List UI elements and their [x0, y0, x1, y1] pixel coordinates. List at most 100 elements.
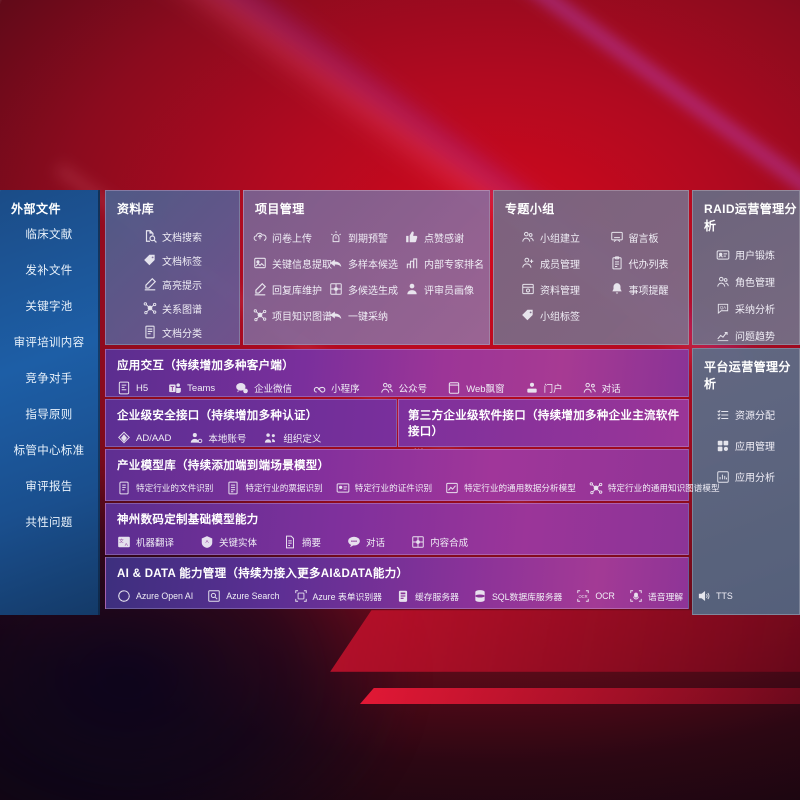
cache-server-icon	[396, 589, 410, 603]
sidebar-item-clinical-literature[interactable]: 临床文献	[25, 229, 73, 241]
item-multi-candidate-generate[interactable]: 多候选生成	[329, 276, 405, 302]
item-file-recognition[interactable]: 特定行业的文件识别	[117, 477, 213, 499]
sidebar-item-competitors[interactable]: 竞争对手	[25, 373, 73, 385]
item-role-management[interactable]: 角色管理	[702, 268, 791, 295]
item-dialog[interactable]: 对话	[583, 377, 621, 399]
item-message-board[interactable]: 留言板	[592, 224, 681, 250]
item-wechat-work[interactable]: 企业微信	[235, 377, 292, 399]
sql-database-icon	[473, 589, 487, 603]
item-h5[interactable]: H5	[117, 377, 148, 399]
item-miniprogram[interactable]: 小程序	[312, 377, 360, 399]
item-official-account[interactable]: 公众号	[380, 377, 428, 399]
item-resource-allocation[interactable]: 资源分配	[702, 399, 791, 430]
item-web-popup[interactable]: Web飘窗	[447, 377, 505, 399]
item-cache-server[interactable]: 缓存服务器	[396, 585, 459, 607]
item-label: 公众号	[398, 384, 428, 395]
item-label: 文档分类	[162, 328, 202, 340]
sidebar-item-keyword-pool[interactable]: 关键字池	[25, 301, 73, 313]
item-label: 特定行业的票据识别	[245, 483, 323, 493]
item-multi-sample-candidate[interactable]: 多样本候选	[329, 250, 405, 276]
item-member-management[interactable]: 成员管理	[503, 250, 592, 276]
item-label: 关系图谱	[162, 304, 202, 316]
item-label: 关键实体	[219, 538, 258, 549]
item-user-profile[interactable]: 用户锻炼	[702, 241, 791, 268]
dialog-people-icon	[583, 381, 597, 395]
item-app-management[interactable]: 应用管理	[702, 430, 791, 461]
item-relation-graph[interactable]: 关系图谱	[115, 296, 231, 320]
app-analysis-icon	[716, 470, 730, 484]
item-ocr[interactable]: OCR OCR	[576, 585, 615, 607]
item-ad-aad[interactable]: AD/AAD	[117, 427, 171, 449]
item-summary[interactable]: 摘要	[283, 531, 321, 553]
item-internal-expert-ranking[interactable]: 内部专家排名	[405, 250, 484, 276]
bell-icon	[610, 282, 624, 296]
svg-text:A: A	[125, 542, 129, 547]
item-tts[interactable]: TTS	[697, 585, 733, 607]
tag-icon	[521, 308, 535, 322]
item-label: 特定行业的文件识别	[136, 483, 214, 493]
sidebar-title: 外部文件	[11, 202, 62, 216]
item-highlight-hint[interactable]: 高亮提示	[115, 272, 231, 296]
item-event-reminder[interactable]: 事项提醒	[592, 276, 681, 302]
tts-icon	[697, 589, 711, 603]
item-adoption-analysis[interactable]: QA 采纳分析	[702, 295, 791, 322]
item-app-analysis[interactable]: 应用分析	[702, 461, 791, 492]
item-document-category[interactable]: 文档分类	[115, 320, 231, 344]
item-teams[interactable]: Teams	[168, 377, 215, 399]
sidebar-item-guidelines[interactable]: 指导原则	[25, 409, 73, 421]
item-label: 高亮提示	[162, 280, 202, 292]
item-portal[interactable]: 门户	[525, 377, 563, 399]
sidebar-item-review-report[interactable]: 审评报告	[25, 481, 73, 493]
item-invoice-recognition[interactable]: 特定行业的票据识别	[226, 477, 323, 499]
item-dialog[interactable]: 对话	[347, 531, 385, 553]
item-group-tag[interactable]: 小组标签	[503, 302, 592, 328]
panel-item-grid: 小组建立 留言板 成员管理 代办列表 资料管理 事项提醒	[494, 217, 688, 328]
knowledge-graph-icon	[143, 301, 157, 315]
item-label: 资料管理	[540, 285, 580, 297]
web-popup-icon	[447, 381, 461, 395]
item-speech-understanding[interactable]: 语音理解	[629, 585, 683, 607]
item-group-create[interactable]: 小组建立	[503, 224, 592, 250]
bar-title: 应用交互（持续增加多种客户端）	[117, 360, 294, 372]
item-azure-openai[interactable]: Azure Open AI	[117, 585, 193, 607]
item-local-account[interactable]: 本地账号	[189, 427, 246, 449]
item-label: OCR	[595, 591, 615, 601]
svg-text:A: A	[205, 539, 209, 544]
sidebar-item-review-training[interactable]: 审评培训内容	[13, 337, 85, 349]
item-todo-list[interactable]: 代办列表	[592, 250, 681, 276]
item-expiry-alert[interactable]: 到期预警	[329, 224, 405, 250]
item-questionnaire-upload[interactable]: 问卷上传	[253, 224, 329, 250]
item-material-management[interactable]: 资料管理	[503, 276, 592, 302]
sidebar-item-standards-center[interactable]: 标管中心标准	[13, 445, 85, 457]
item-org-define[interactable]: 组织定义	[264, 427, 321, 449]
html5-icon	[117, 381, 131, 395]
app-grid-icon	[716, 439, 730, 453]
item-id-recognition[interactable]: 特定行业的证件识别	[336, 477, 432, 499]
item-key-entity[interactable]: A 关键实体	[200, 531, 257, 553]
item-one-click-adopt[interactable]: 一键采纳	[329, 302, 405, 328]
item-project-knowledge-graph[interactable]: 项目知识图谱	[253, 302, 332, 328]
item-content-synthesis[interactable]: 内容合成	[411, 531, 468, 553]
item-reviewer-portrait[interactable]: 评审员画像	[405, 276, 481, 302]
sidebar-item-common-issues[interactable]: 共性问题	[25, 517, 73, 529]
item-issue-trend[interactable]: 问题趋势	[702, 322, 791, 349]
item-key-info-extract[interactable]: 关键信息提取	[253, 250, 332, 276]
sidebar-item-supplement-files[interactable]: 发补文件	[25, 265, 73, 277]
item-data-analysis-model[interactable]: 特定行业的通用数据分析模型	[445, 477, 576, 499]
task-list-icon	[716, 408, 730, 422]
form-recognizer-icon	[294, 589, 308, 603]
item-label: 机器翻译	[136, 538, 175, 549]
item-azure-search[interactable]: Azure Search	[207, 585, 280, 607]
file-recognize-icon	[117, 481, 131, 495]
item-sql-database-server[interactable]: SQL数据库服务器	[473, 585, 562, 607]
item-label: Azure Open AI	[136, 591, 194, 601]
item-like-thanks[interactable]: 点赞感谢	[405, 224, 481, 250]
item-form-recognizer[interactable]: Azure 表单识别器	[294, 585, 382, 607]
item-document-tag[interactable]: 文档标签	[115, 248, 231, 272]
bar-item-row: AD/AAD 本地账号 组织定义	[106, 423, 396, 449]
item-knowledge-graph-model[interactable]: 特定行业的通用知识图谱模型	[589, 477, 720, 499]
item-label: 点赞感谢	[423, 233, 464, 245]
item-document-search[interactable]: 文档搜索	[115, 224, 231, 248]
item-reply-library-maintain[interactable]: 回复库维护	[253, 276, 329, 302]
